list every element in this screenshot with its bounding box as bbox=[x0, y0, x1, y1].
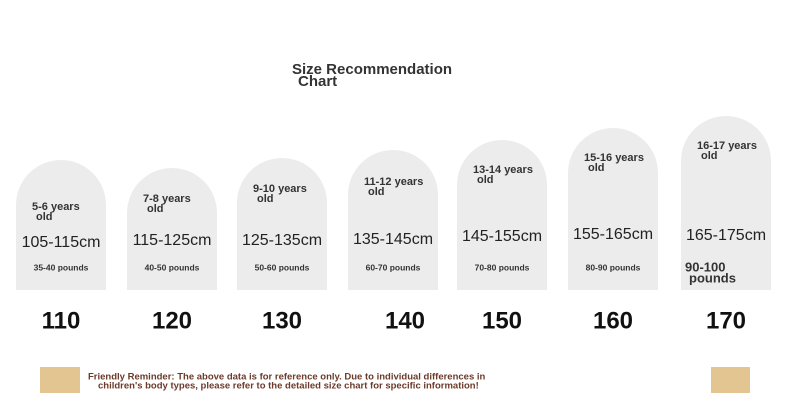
height-label: 155-165cm bbox=[573, 226, 653, 243]
card bbox=[457, 140, 547, 290]
height-label: 125-135cm bbox=[242, 232, 322, 249]
size-label: 110 bbox=[42, 307, 81, 334]
card bbox=[127, 168, 217, 290]
age-label: 15-16 years bbox=[584, 152, 644, 164]
age-label: old bbox=[588, 162, 605, 174]
weight-label: 70-80 pounds bbox=[475, 262, 530, 272]
age-label: 9-10 years bbox=[253, 183, 307, 195]
card bbox=[237, 158, 327, 290]
weight-label: 50-60 pounds bbox=[255, 262, 310, 272]
age-label: old bbox=[477, 174, 494, 186]
age-label: 7-8 years bbox=[143, 193, 191, 205]
age-label: old bbox=[701, 150, 718, 162]
height-label: 115-125cm bbox=[133, 232, 212, 249]
size-label: 160 bbox=[593, 307, 633, 334]
size-label: 140 bbox=[385, 307, 425, 334]
age-label: 5-6 years bbox=[32, 201, 80, 213]
title: Size Recommendation bbox=[292, 61, 452, 78]
weight-label: 90-100 bbox=[685, 259, 725, 274]
footer-text: Friendly Reminder: The above data is for… bbox=[88, 372, 486, 383]
age-label: old bbox=[257, 193, 274, 205]
size-label: 150 bbox=[482, 307, 522, 334]
weight-label: 60-70 pounds bbox=[366, 262, 421, 272]
title: Chart bbox=[298, 73, 337, 90]
height-label: 165-175cm bbox=[686, 227, 766, 244]
age-label: old bbox=[368, 186, 385, 198]
age-label: old bbox=[147, 203, 164, 215]
height-label: 145-155cm bbox=[462, 228, 542, 245]
age-label: 13-14 years bbox=[473, 164, 533, 176]
size-label: 130 bbox=[262, 307, 302, 334]
weight-label: pounds bbox=[689, 270, 736, 285]
weight-label: 80-90 pounds bbox=[586, 262, 641, 272]
footer-bar bbox=[711, 367, 750, 393]
height-label: 105-115cm bbox=[22, 234, 101, 251]
age-label: old bbox=[36, 211, 53, 223]
card bbox=[348, 150, 438, 290]
footer-text: children's body types, please refer to t… bbox=[98, 381, 479, 392]
weight-label: 40-50 pounds bbox=[145, 262, 200, 272]
age-label: 11-12 years bbox=[364, 176, 423, 188]
card bbox=[568, 128, 658, 290]
height-label: 135-145cm bbox=[353, 231, 433, 248]
size-label: 170 bbox=[706, 307, 746, 334]
size-label: 120 bbox=[152, 307, 192, 334]
weight-label: 35-40 pounds bbox=[34, 262, 89, 272]
card bbox=[681, 116, 771, 290]
age-label: 16-17 years bbox=[697, 140, 757, 152]
footer-bar bbox=[40, 367, 80, 393]
card bbox=[16, 160, 106, 290]
